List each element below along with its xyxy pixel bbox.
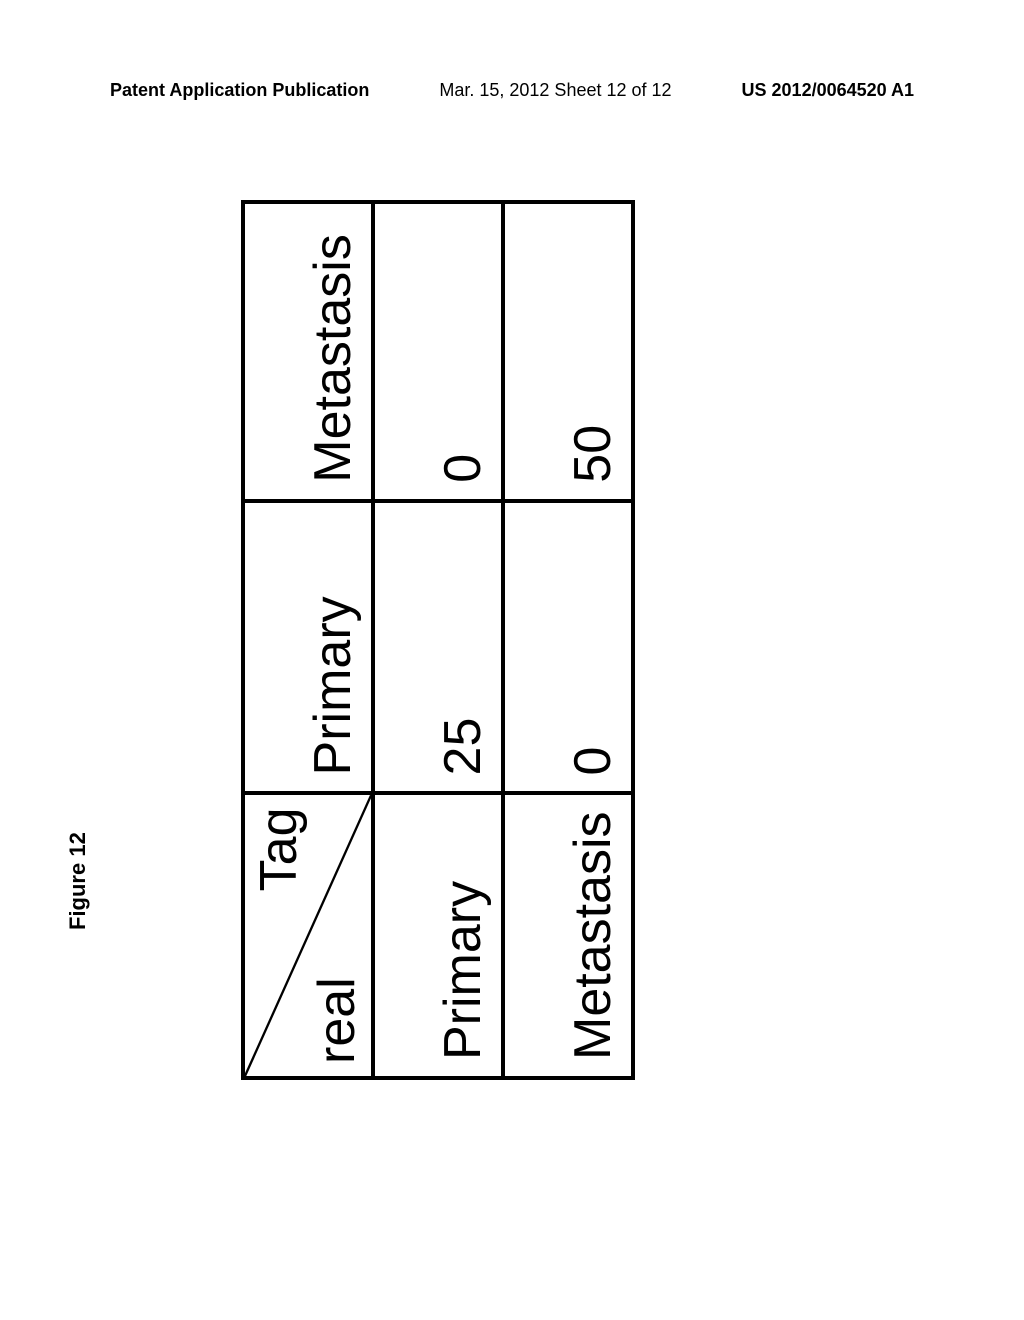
header-date-sheet: Mar. 15, 2012 Sheet 12 of 12 [439, 80, 671, 101]
col-header-primary: Primary [243, 501, 373, 794]
cell-metastasis-primary: 0 [503, 501, 633, 794]
page-header: Patent Application Publication Mar. 15, … [0, 80, 1024, 101]
table-row: Metastasis 0 50 [503, 202, 633, 1078]
row-label-primary: Primary [373, 793, 503, 1078]
table-row: Primary 25 0 [373, 202, 503, 1078]
table-header-row: Tag real Primary Metastasis [243, 202, 373, 1078]
cell-metastasis-metastasis: 50 [503, 202, 633, 501]
figure-label: Figure 12 [65, 340, 91, 930]
diagonal-label-real: real [307, 977, 367, 1064]
col-header-metastasis: Metastasis [243, 202, 373, 501]
diagonal-header-cell: Tag real [243, 793, 373, 1078]
cell-primary-primary: 25 [373, 501, 503, 794]
confusion-matrix-table: Tag real Primary Metastasis Primary 25 0… [241, 200, 635, 1080]
figure-container: Figure 12 Tag real Primary Metastasis Pr… [65, 340, 985, 940]
header-publication-type: Patent Application Publication [110, 80, 369, 101]
row-label-metastasis: Metastasis [503, 793, 633, 1078]
cell-primary-metastasis: 0 [373, 202, 503, 501]
header-publication-number: US 2012/0064520 A1 [742, 80, 914, 101]
diagonal-label-tag: Tag [249, 807, 309, 891]
